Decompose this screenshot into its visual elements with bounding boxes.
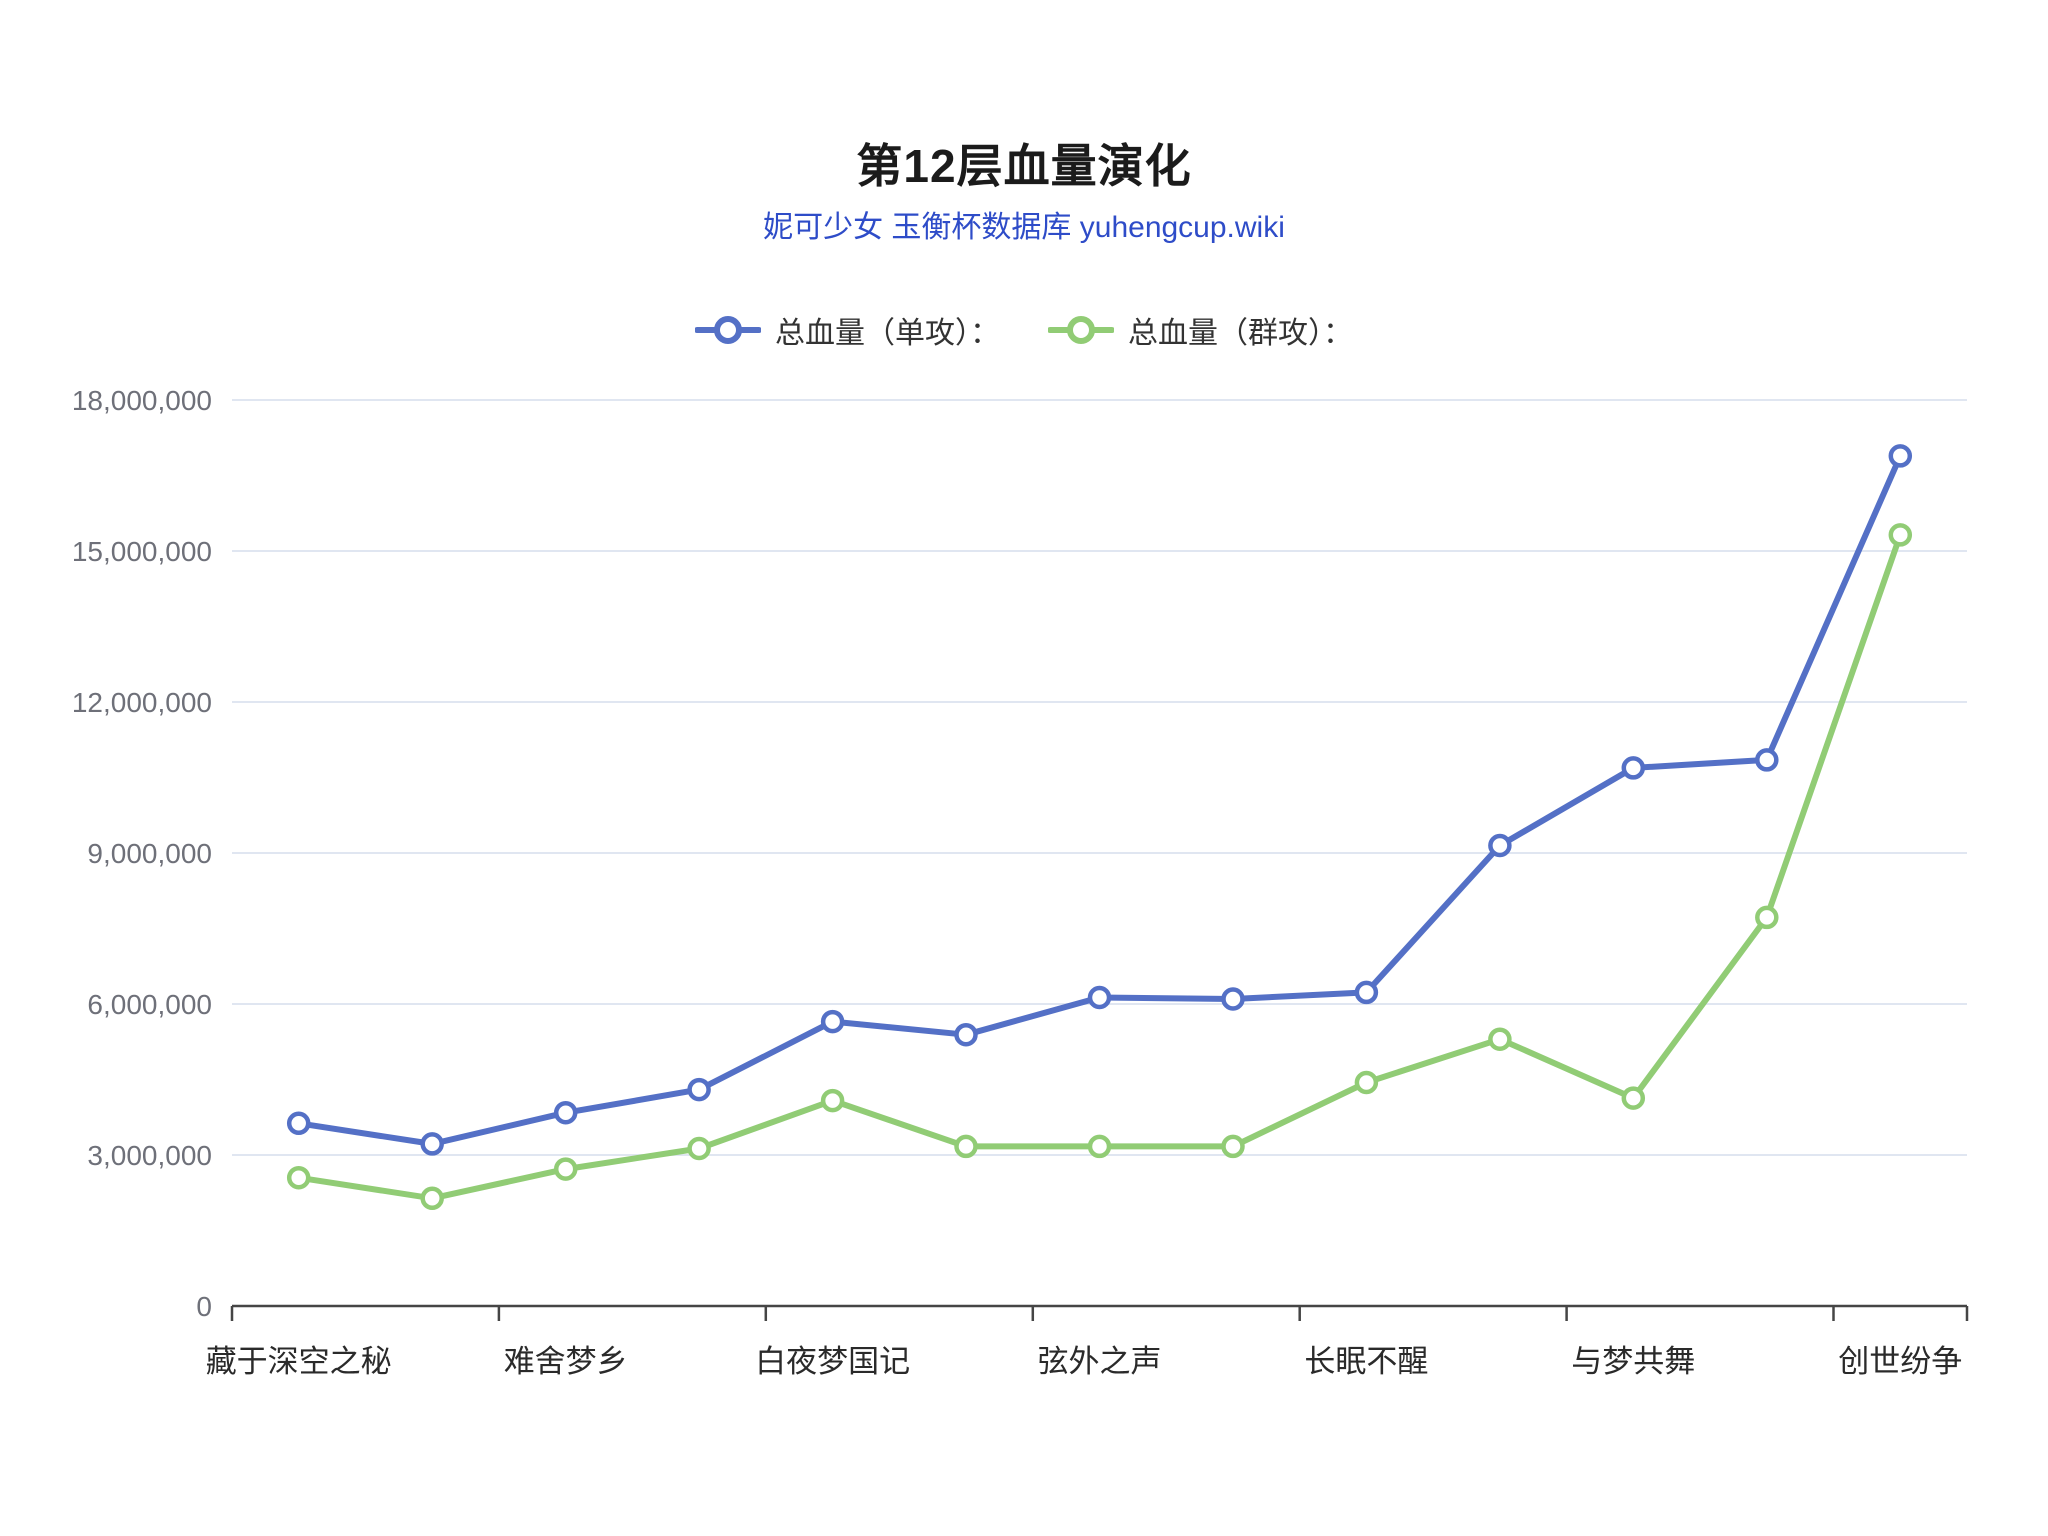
data-point[interactable] [1354,1070,1379,1095]
data-point[interactable] [1087,985,1112,1010]
y-axis-label: 3,000,000 [87,1140,212,1171]
data-point[interactable] [1221,1134,1245,1159]
data-point[interactable] [1221,987,1245,1011]
x-axis-label: 难舍梦乡 [504,1344,628,1379]
y-axis-label: 9,000,000 [87,838,212,869]
data-point[interactable] [553,1157,578,1181]
x-axis-label: 与梦共舞 [1571,1344,1695,1379]
y-axis-label: 0 [196,1291,212,1322]
legend-item-total-hp-single[interactable]: 总血量（单攻）： [695,308,1000,352]
x-axis-label: 长眠不醒 [1304,1344,1428,1379]
data-point[interactable] [954,1134,978,1159]
series-line-aoe [295,531,1904,1202]
chart-subtitle-link[interactable]: 妮可少女 玉衡杯数据库 yuhengcup.wiki [763,211,1285,244]
data-point[interactable] [687,1077,711,1102]
data-point[interactable] [1755,748,1779,772]
data-point[interactable] [286,1165,311,1190]
x-axis-label: 弦外之声 [1038,1344,1162,1379]
legend-item-total-hp-aoe[interactable]: 总血量（群攻）： [1048,308,1353,352]
data-point[interactable] [1621,756,1646,780]
data-point[interactable] [553,1100,578,1125]
series-line-single [295,452,1904,1147]
data-point[interactable] [1621,1086,1646,1110]
x-axis-label: 藏于深空之秘 [206,1344,392,1379]
data-point[interactable] [820,1088,845,1113]
legend: 总血量（单攻）： 总血量（群攻）： [0,308,2048,352]
x-axis-label: 白夜梦国记 [755,1344,910,1379]
legend-label-single: 总血量（单攻）： [775,317,1000,350]
data-point[interactable] [420,1186,444,1211]
data-point[interactable] [820,1009,845,1034]
data-point[interactable] [420,1132,444,1156]
data-point[interactable] [1888,523,1913,547]
legend-label-aoe: 总血量（群攻）： [1128,317,1353,350]
y-axis-label: 18,000,000 [72,385,212,416]
y-axis-label: 6,000,000 [87,989,212,1020]
chart-title: 第12层血量演化 [856,140,1192,192]
y-axis-label: 12,000,000 [72,687,212,718]
data-point[interactable] [1888,444,1913,468]
x-axis-label: 创世纷争 [1838,1344,1962,1379]
data-point[interactable] [1755,905,1779,930]
data-point[interactable] [687,1136,711,1161]
data-point[interactable] [1488,833,1512,858]
data-point[interactable] [1488,1027,1512,1051]
data-point[interactable] [1354,980,1379,1005]
line-series-icon [695,316,761,344]
data-point[interactable] [286,1111,311,1136]
line-series-icon [1048,316,1114,344]
data-point[interactable] [1087,1134,1112,1159]
y-axis-label: 15,000,000 [72,536,212,567]
data-point[interactable] [954,1022,978,1047]
